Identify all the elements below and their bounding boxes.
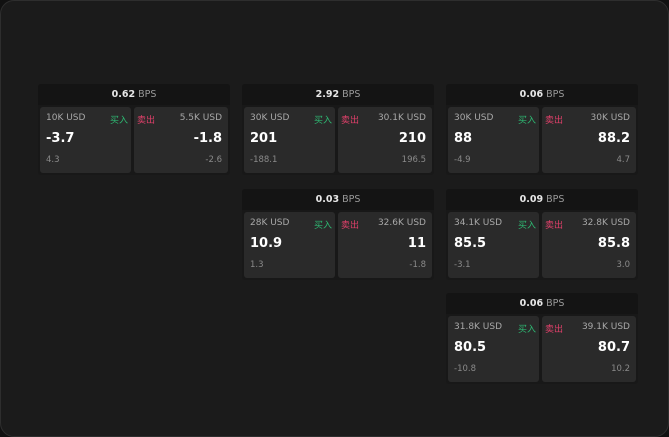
quote-card: 0.62 BPS 10K USD 买入 -3.7 4.3 卖出 5.5K USD … bbox=[38, 84, 230, 175]
ask-size: 30.1K USD bbox=[377, 113, 426, 123]
bid-change: -4.9 bbox=[454, 155, 471, 165]
sell-panel[interactable]: 卖出 39.1K USD 80.7 10.2 bbox=[542, 316, 636, 382]
bid-price: 80.5 bbox=[454, 340, 487, 355]
buy-panel[interactable]: 10K USD 买入 -3.7 4.3 bbox=[40, 107, 131, 173]
spread-value: 0.06 bbox=[519, 89, 544, 100]
sell-label: 卖出 bbox=[341, 116, 360, 126]
ask-price: 210 bbox=[398, 131, 426, 146]
bid-price: 201 bbox=[250, 131, 278, 146]
spread-unit: BPS bbox=[546, 89, 565, 100]
ask-change: 4.7 bbox=[616, 155, 630, 165]
sell-label: 卖出 bbox=[341, 221, 360, 231]
quote-card: 0.09 BPS 34.1K USD 买入 85.5 -3.1 卖出 32.8K … bbox=[446, 189, 638, 280]
sell-label: 卖出 bbox=[545, 221, 564, 231]
bid-size: 34.1K USD bbox=[454, 218, 503, 228]
bid-change: -10.8 bbox=[454, 364, 476, 374]
buy-panel[interactable]: 31.8K USD 买入 80.5 -10.8 bbox=[448, 316, 539, 382]
spread-unit: BPS bbox=[342, 89, 361, 100]
spread-value: 0.09 bbox=[519, 194, 544, 205]
ask-size: 30K USD bbox=[590, 113, 630, 123]
ask-change: 3.0 bbox=[616, 260, 630, 270]
bid-price: 88 bbox=[454, 131, 473, 146]
buy-panel[interactable]: 30K USD 买入 88 -4.9 bbox=[448, 107, 539, 173]
ask-price: 80.7 bbox=[597, 340, 630, 355]
bid-size: 31.8K USD bbox=[454, 322, 503, 332]
bid-price: -3.7 bbox=[46, 131, 75, 146]
spread-header: 0.09 BPS bbox=[446, 189, 638, 210]
buy-panel[interactable]: 34.1K USD 买入 85.5 -3.1 bbox=[448, 212, 539, 278]
ask-change: 10.2 bbox=[611, 364, 630, 374]
ask-change: -1.8 bbox=[409, 260, 426, 270]
ask-change: 196.5 bbox=[401, 155, 426, 165]
quote-card: 2.92 BPS 30K USD 买入 201 -188.1 卖出 30.1K U… bbox=[242, 84, 434, 175]
buy-label: 买入 bbox=[517, 116, 536, 126]
bid-price: 10.9 bbox=[250, 236, 283, 251]
spread-header: 2.92 BPS bbox=[242, 84, 434, 105]
buy-label: 买入 bbox=[517, 221, 536, 231]
sell-panel[interactable]: 卖出 32.6K USD 11 -1.8 bbox=[338, 212, 432, 278]
ask-price: 11 bbox=[407, 236, 426, 251]
spread-unit: BPS bbox=[546, 194, 565, 205]
sell-label: 卖出 bbox=[545, 116, 564, 126]
spread-header: 0.06 BPS bbox=[446, 84, 638, 105]
ask-size: 32.6K USD bbox=[377, 218, 426, 228]
ask-change: -2.6 bbox=[205, 155, 222, 165]
spread-unit: BPS bbox=[138, 89, 157, 100]
sell-label: 卖出 bbox=[545, 325, 564, 335]
bid-change: -188.1 bbox=[250, 155, 278, 165]
sell-label: 卖出 bbox=[137, 116, 156, 126]
bid-size: 10K USD bbox=[46, 113, 86, 123]
ask-price: 88.2 bbox=[597, 131, 630, 146]
bid-size: 28K USD bbox=[250, 218, 290, 228]
bid-change: 4.3 bbox=[46, 155, 60, 165]
sell-panel[interactable]: 卖出 30.1K USD 210 196.5 bbox=[338, 107, 432, 173]
ask-size: 5.5K USD bbox=[179, 113, 222, 123]
ask-price: -1.8 bbox=[193, 131, 222, 146]
spread-value: 0.06 bbox=[519, 298, 544, 309]
quote-card: 0.06 BPS 31.8K USD 买入 80.5 -10.8 卖出 39.1K… bbox=[446, 293, 638, 384]
spread-unit: BPS bbox=[342, 194, 361, 205]
buy-label: 买入 bbox=[313, 116, 332, 126]
spread-header: 0.03 BPS bbox=[242, 189, 434, 210]
bid-size: 30K USD bbox=[454, 113, 494, 123]
buy-panel[interactable]: 30K USD 买入 201 -188.1 bbox=[244, 107, 335, 173]
spread-header: 0.62 BPS bbox=[38, 84, 230, 105]
buy-label: 买入 bbox=[109, 116, 128, 126]
buy-label: 买入 bbox=[313, 221, 332, 231]
bid-change: 1.3 bbox=[250, 260, 264, 270]
bid-price: 85.5 bbox=[454, 236, 487, 251]
sell-panel[interactable]: 卖出 30K USD 88.2 4.7 bbox=[542, 107, 636, 173]
spread-value: 0.03 bbox=[315, 194, 340, 205]
spread-header: 0.06 BPS bbox=[446, 293, 638, 314]
spread-value: 2.92 bbox=[315, 89, 340, 100]
bid-size: 30K USD bbox=[250, 113, 290, 123]
spread-unit: BPS bbox=[546, 298, 565, 309]
bid-change: -3.1 bbox=[454, 260, 471, 270]
buy-panel[interactable]: 28K USD 买入 10.9 1.3 bbox=[244, 212, 335, 278]
spread-value: 0.62 bbox=[111, 89, 136, 100]
sell-panel[interactable]: 卖出 32.8K USD 85.8 3.0 bbox=[542, 212, 636, 278]
ask-size: 32.8K USD bbox=[581, 218, 630, 228]
quote-card: 0.03 BPS 28K USD 买入 10.9 1.3 卖出 32.6K USD… bbox=[242, 189, 434, 280]
ask-size: 39.1K USD bbox=[581, 322, 630, 332]
ask-price: 85.8 bbox=[597, 236, 630, 251]
quote-card: 0.06 BPS 30K USD 买入 88 -4.9 卖出 30K USD 88… bbox=[446, 84, 638, 175]
sell-panel[interactable]: 卖出 5.5K USD -1.8 -2.6 bbox=[134, 107, 228, 173]
buy-label: 买入 bbox=[517, 325, 536, 335]
